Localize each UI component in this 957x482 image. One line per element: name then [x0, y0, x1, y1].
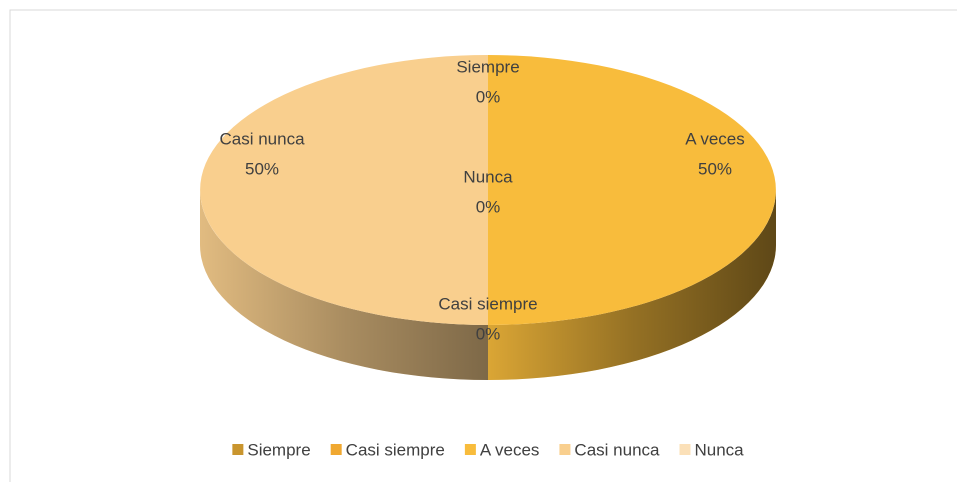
data-label-value: 0% [476, 87, 501, 106]
chart-frame [9, 9, 957, 482]
side-shade [200, 190, 488, 380]
data-label-value: 0% [476, 197, 501, 216]
pie-slice [200, 55, 488, 325]
data-label-value: 50% [245, 159, 279, 178]
legend-swatch [559, 444, 571, 455]
side-shade [488, 190, 776, 380]
legend-label: A veces [480, 440, 540, 459]
data-label-value: 50% [698, 159, 732, 178]
legend-label: Casi nunca [574, 440, 660, 459]
legend-label: Siempre [247, 440, 310, 459]
legend-swatch [679, 444, 691, 455]
data-label-category: Casi siempre [438, 294, 537, 313]
data-label-category: Casi nunca [219, 129, 305, 148]
legend-swatch [330, 444, 342, 455]
data-label-category: Nunca [463, 167, 513, 186]
legend-swatch [464, 444, 476, 455]
data-label-value: 0% [476, 324, 501, 343]
data-label-category: A veces [685, 129, 745, 148]
legend-label: Casi siempre [346, 440, 445, 459]
data-label-category: Siempre [456, 57, 519, 76]
legend-label: Nunca [694, 440, 744, 459]
legend-swatch [232, 444, 244, 455]
pie-slice [488, 55, 776, 325]
